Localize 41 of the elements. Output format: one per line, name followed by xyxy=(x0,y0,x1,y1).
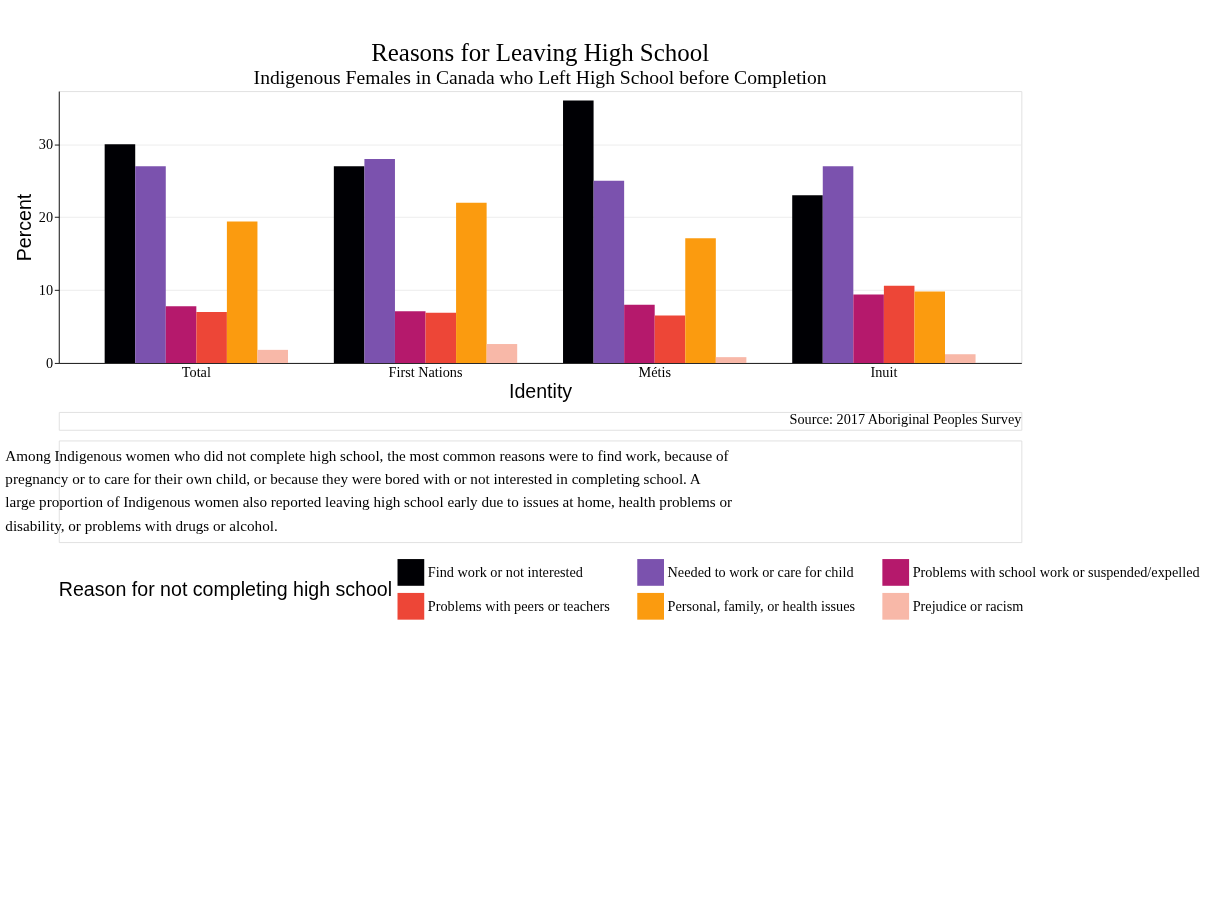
bar xyxy=(883,285,915,363)
y-tick-label: 20 xyxy=(38,209,54,226)
bar xyxy=(486,344,518,363)
x-tick-label: Inuit xyxy=(870,363,898,380)
bar xyxy=(364,158,395,363)
legend-label: Problems with school work or suspended/expelled xyxy=(912,563,1200,580)
bar xyxy=(945,354,976,363)
x-tick-label: Total xyxy=(181,363,211,380)
bar xyxy=(394,311,426,363)
bar xyxy=(624,304,655,363)
y-axis-title: Percent xyxy=(12,193,35,262)
x-tick-label: Métis xyxy=(638,363,672,380)
bar xyxy=(226,221,258,363)
legend-title: Reason for not completing high school xyxy=(58,577,393,600)
chart-subtitle: Indigenous Females in Canada who Left High School before Completion xyxy=(253,67,827,89)
legend-label: Problems with peers or teachers xyxy=(427,597,611,614)
bar xyxy=(715,357,747,363)
y-tick-label: 30 xyxy=(38,136,54,153)
legend-label: Find work or not interested xyxy=(427,563,583,580)
source-note: Source: 2017 Aboriginal Peoples Survey xyxy=(789,410,1023,427)
bar xyxy=(914,291,945,363)
x-axis-title: Identity xyxy=(508,380,573,403)
bar xyxy=(593,180,625,363)
bar xyxy=(165,306,197,363)
bar xyxy=(135,166,166,363)
bar xyxy=(685,238,716,363)
x-tick-label: First Nations xyxy=(388,363,463,380)
bar xyxy=(853,294,884,363)
text: Among Indigenous women who did not complete high school, the most common reasons were to find work, because of pregnancy or to care for their own child, or because they were bored with or not interested in completing school. A large proportion of Indigenous women also reported leaving high school early due to issues at home, health problems or disability, or problems with drugs or alcohol. xyxy=(5,447,733,534)
bar xyxy=(456,202,487,363)
legend-label: Needed to work or care for child xyxy=(667,563,854,580)
bar xyxy=(654,315,686,363)
bar xyxy=(257,349,289,363)
chart-title: Reasons for Leaving High School xyxy=(371,38,710,66)
bar xyxy=(196,311,227,363)
y-tick-label: 10 xyxy=(38,282,54,298)
bar xyxy=(822,166,854,363)
legend-label: Personal, family, or health issues xyxy=(667,597,856,614)
y-tick-label: 0 xyxy=(45,354,54,371)
bar xyxy=(425,312,457,363)
legend-label: Prejudice or racism xyxy=(912,597,1024,614)
